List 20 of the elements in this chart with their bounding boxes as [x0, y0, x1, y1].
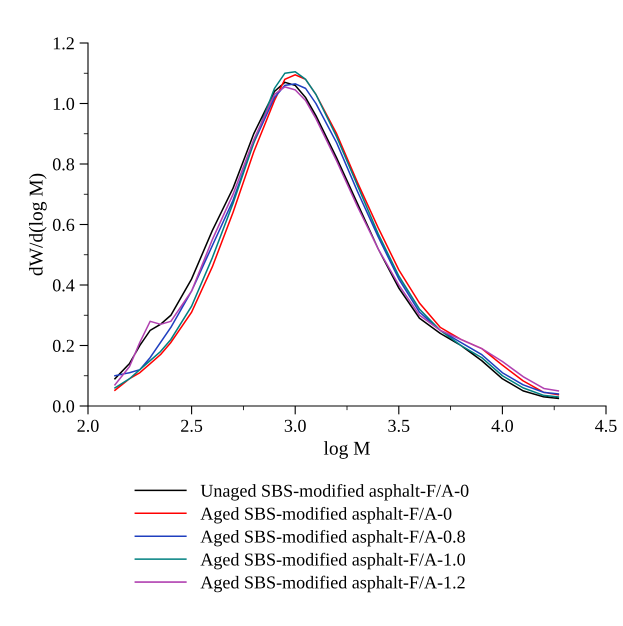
y-tick-label: 0.4 [52, 279, 75, 292]
x-tick-label: 3.0 [284, 420, 306, 432]
legend-label: Aged SBS-modified asphalt-F/A-1.2 [200, 576, 465, 592]
legend-label: Aged SBS-modified asphalt-F/A-0 [200, 506, 452, 524]
y-axis-title: dW/d(log M) [28, 174, 47, 276]
y-tick-label: 0.8 [52, 158, 74, 171]
legend-label: Aged SBS-modified asphalt-F/A-0.8 [200, 530, 465, 546]
legend-label: Aged SBS-modified asphalt-F/A-1.0 [200, 552, 465, 570]
y-tick-label: 0.0 [52, 400, 74, 413]
y-tick-label: 1.0 [54, 98, 74, 110]
y-tick-label: 0.6 [52, 218, 74, 232]
y-tick-label: 0.2 [52, 340, 74, 352]
x-tick-label: 2.5 [181, 420, 202, 432]
y-tick-label: 1.2 [54, 37, 74, 50]
x-tick-label: 4.5 [595, 420, 617, 432]
legend-label: Unaged SBS-modified asphalt-F/A-0 [200, 484, 468, 501]
x-tick-label: 3.5 [388, 420, 410, 432]
x-tick-label: 4.0 [491, 420, 513, 432]
x-axis-title: log M [324, 441, 370, 459]
x-tick-label: 2.0 [78, 420, 99, 432]
